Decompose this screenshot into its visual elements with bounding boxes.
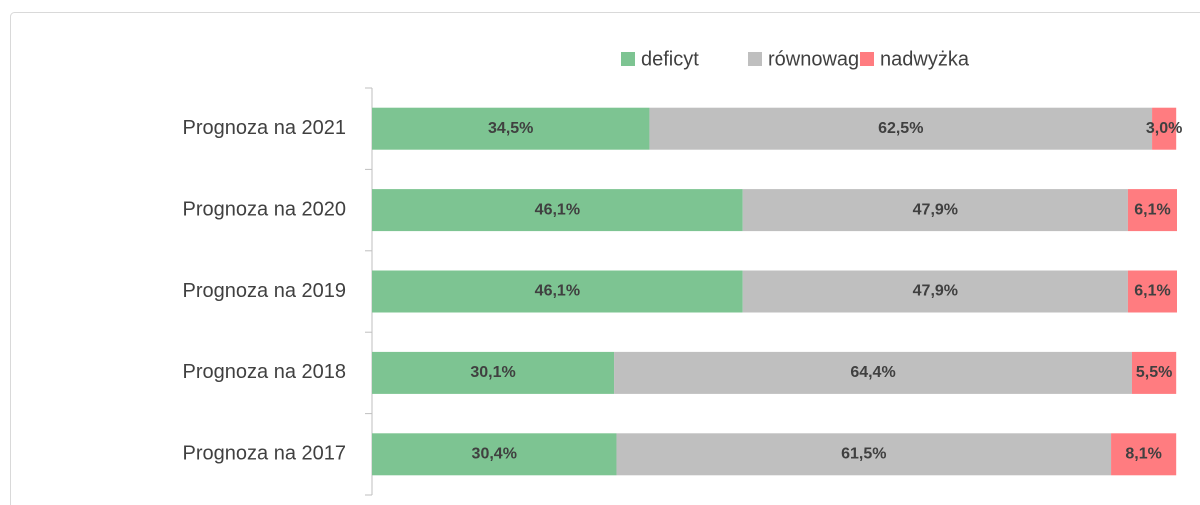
bar-segment	[1131, 351, 1177, 394]
data-label: 62,5%	[878, 120, 923, 137]
bar-segment	[372, 270, 743, 313]
bar-segment	[649, 107, 1153, 150]
legend-label: deficyt	[641, 48, 699, 70]
y-tick-label: Prognoza na 2021	[183, 117, 346, 139]
y-tick-label: Prognoza na 2019	[183, 280, 346, 302]
data-label: 34,5%	[488, 120, 533, 137]
data-label: 6,1%	[1134, 283, 1170, 300]
legend-swatch	[748, 52, 762, 66]
legend-label: nadwyżka	[880, 48, 970, 70]
y-tick-label: Prognoza na 2020	[183, 198, 346, 220]
bar-segment	[372, 189, 743, 232]
legend-swatch	[621, 52, 635, 66]
data-label: 47,9%	[913, 201, 958, 218]
data-label: 61,5%	[841, 446, 886, 463]
bar-segment	[372, 351, 615, 394]
bar-segment	[1127, 270, 1177, 313]
bar-segment	[742, 189, 1128, 232]
bar-segment	[616, 433, 1112, 476]
chart-border	[10, 12, 1200, 505]
data-label: 30,4%	[472, 446, 517, 463]
data-label: 47,9%	[913, 283, 958, 300]
bar-segment	[372, 433, 617, 476]
bar-segment	[614, 351, 1132, 394]
data-label: 64,4%	[850, 364, 895, 381]
legend-label: równowaga	[768, 48, 871, 70]
bar-segment	[372, 107, 650, 150]
data-label: 30,1%	[470, 364, 515, 381]
bar-segment	[1111, 433, 1177, 476]
data-label: 46,1%	[535, 201, 580, 218]
bar-segment	[1127, 189, 1177, 232]
data-label: 46,1%	[535, 283, 580, 300]
y-tick-label: Prognoza na 2018	[183, 361, 346, 383]
y-tick-label: Prognoza na 2017	[183, 443, 346, 465]
bar-segment	[742, 270, 1128, 313]
legend-swatch	[860, 52, 874, 66]
data-label: 8,1%	[1125, 446, 1161, 463]
data-label: 3,0%	[1146, 120, 1182, 137]
bar-segment	[1152, 107, 1177, 150]
data-label: 6,1%	[1134, 201, 1170, 218]
data-label: 5,5%	[1136, 364, 1172, 381]
